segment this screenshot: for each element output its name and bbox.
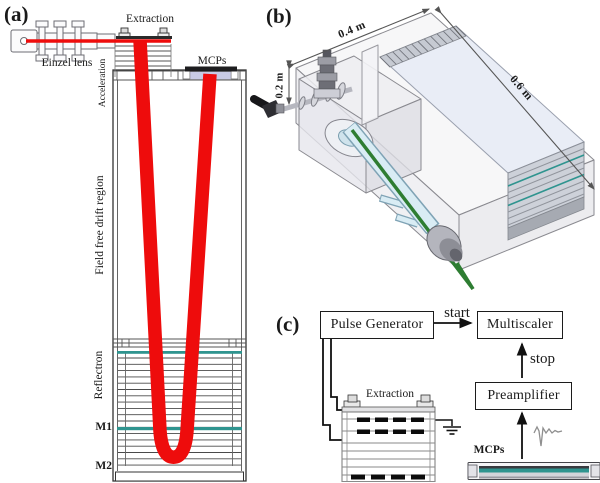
- dimension-arrows: [286, 6, 595, 190]
- panel-b-cad-rendering: [250, 6, 595, 291]
- beam-tube: [342, 121, 475, 291]
- start-signal-label: start: [444, 305, 470, 321]
- source-chamber-box: [298, 44, 422, 194]
- m1-electrode: [117, 427, 242, 431]
- stop-signal-label: stop: [530, 351, 556, 367]
- m1-label: M1: [95, 421, 112, 433]
- preamplifier-box: Preamplifier: [475, 382, 572, 410]
- panel-a-schematic: [10, 20, 247, 482]
- ion-beam: [26, 39, 217, 464]
- ground-symbol: [435, 419, 461, 435]
- reflectron-stack: [115, 351, 244, 482]
- mcps-label-c: MCPs: [473, 444, 505, 456]
- extraction-plate: [116, 27, 172, 39]
- electrode-dashes: [351, 417, 425, 480]
- feedthrough-stack: [313, 49, 341, 99]
- acceleration-label: Acceleration: [98, 58, 109, 108]
- mcp-detector-c: [467, 462, 600, 480]
- panel-c-block-diagram: [322, 317, 600, 482]
- panel-a-tag: (a): [4, 2, 29, 26]
- extraction-stack-c: [341, 394, 436, 482]
- valve: [250, 95, 285, 118]
- extraction-label-a: Extraction: [126, 13, 174, 25]
- reflectron-label: Reflectron: [92, 350, 105, 400]
- reflectron-end-cap: [115, 471, 244, 482]
- multiscaler-box: Multiscaler: [477, 311, 563, 339]
- panel-b-tag: (b): [266, 4, 292, 28]
- signal-waveform: [533, 425, 563, 447]
- field-free-label: Field free drift region: [93, 175, 106, 275]
- pulse-generator-box: Pulse Generator: [320, 311, 434, 339]
- extraction-label-c: Extraction: [366, 388, 414, 400]
- m2-label: M2: [95, 460, 112, 472]
- pulse-wires: [322, 338, 342, 441]
- einzel-lens-label: Einzel lens: [41, 57, 93, 69]
- reflectron-entry-grid: [117, 351, 242, 354]
- drift-tube-chamber: [112, 69, 247, 482]
- mcps-label-a: MCPs: [197, 55, 227, 67]
- viewport-cone: [426, 225, 463, 262]
- dim-02m-label: 0.2 m: [274, 72, 286, 99]
- panel-c-tag: (c): [276, 312, 300, 336]
- signal-arrows: [434, 317, 528, 459]
- green-rod: [350, 128, 475, 291]
